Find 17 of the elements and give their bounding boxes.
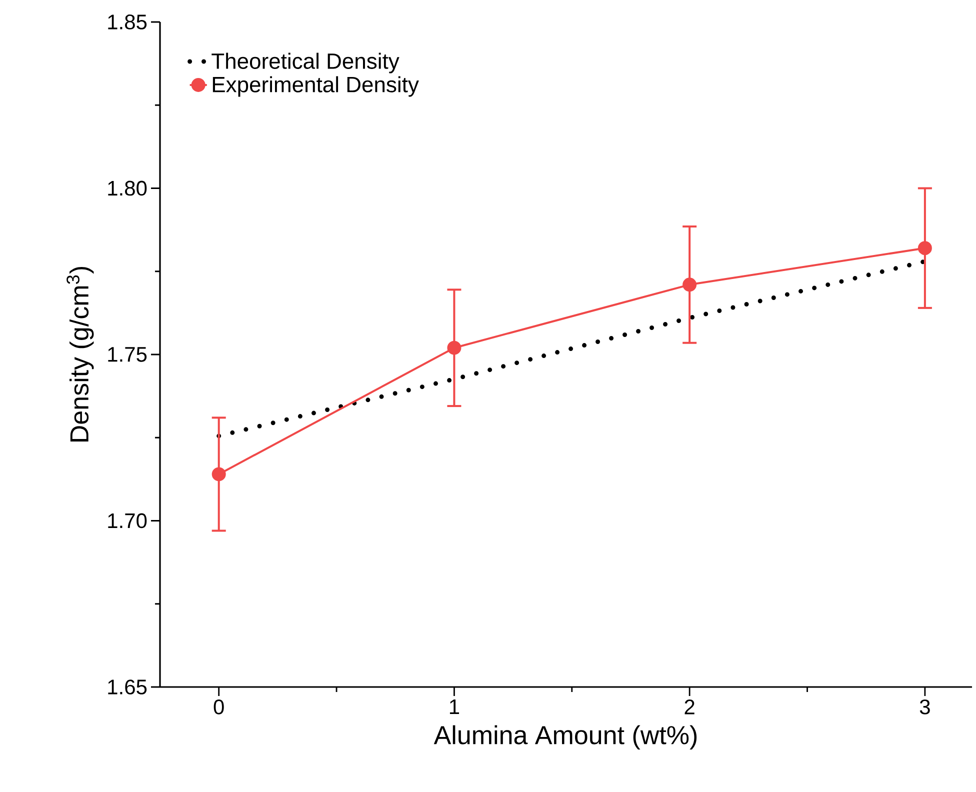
point (212, 467, 226, 482)
point (447, 340, 462, 355)
y-tick-label: 1.65 (108, 680, 147, 694)
y-tick-label: 1.75 (108, 347, 147, 362)
y-tick-label: 1.80 (108, 180, 147, 196)
y-tick-label: 1.85 (108, 14, 147, 30)
legend-label: Experimental Density (212, 76, 419, 97)
x-tick-label: 3 (920, 700, 930, 714)
point (918, 241, 932, 256)
legend-label: Theoretical Density (212, 52, 400, 74)
x-tick-label: 0 (214, 700, 224, 714)
x-tick-label: 1 (450, 700, 460, 714)
point (682, 278, 697, 292)
x-tick-label: 2 (684, 700, 694, 714)
x-axis-title: Alumina Amount (wt%) (434, 725, 697, 750)
y-tick-label: 1.70 (108, 513, 147, 528)
y-axis-title: Density (g/cm$^{3}$) (66, 267, 94, 442)
